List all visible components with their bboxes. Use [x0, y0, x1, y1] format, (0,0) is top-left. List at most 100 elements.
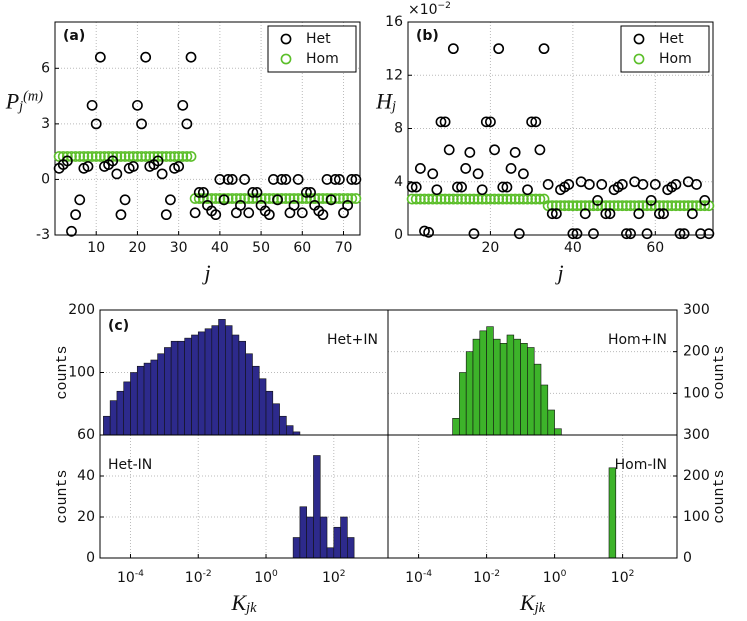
point — [140, 51, 152, 63]
point — [132, 99, 143, 111]
y-tick-label: 16 — [385, 14, 403, 30]
bar — [286, 425, 294, 436]
bar — [109, 400, 118, 436]
y-tick-label: 300 — [683, 427, 710, 443]
point — [115, 209, 127, 221]
point — [317, 193, 329, 204]
point — [621, 228, 632, 240]
point — [210, 193, 222, 204]
bar — [197, 331, 206, 436]
x-tick-label: 40 — [211, 240, 229, 256]
bar — [231, 334, 240, 436]
y-tick-label: 8 — [394, 121, 403, 137]
x-axis-label-part: j — [201, 260, 210, 285]
point — [579, 208, 591, 220]
point — [235, 199, 246, 211]
point — [136, 118, 147, 130]
point — [567, 228, 579, 240]
point — [518, 193, 529, 205]
bar — [211, 325, 219, 436]
point — [346, 174, 358, 185]
legend-marker — [633, 33, 645, 45]
point — [468, 193, 480, 205]
y-tick-label: 200 — [683, 468, 710, 484]
x-tick-label-part: 2 — [340, 569, 346, 579]
point — [497, 181, 509, 193]
bar — [116, 390, 125, 436]
point — [127, 161, 139, 172]
bar — [527, 347, 535, 436]
x-tick-label-part: 10 — [117, 570, 135, 586]
point — [342, 199, 354, 211]
x-tick-label-part: 10 — [185, 570, 203, 586]
point — [119, 151, 131, 162]
point — [588, 228, 599, 240]
point — [414, 163, 426, 174]
bar — [486, 326, 494, 436]
point — [616, 179, 628, 190]
bar — [499, 343, 508, 436]
point — [111, 168, 123, 180]
bar — [326, 547, 335, 559]
point — [522, 184, 533, 196]
point — [583, 179, 595, 190]
legend-box — [267, 25, 357, 73]
point — [423, 226, 435, 238]
point — [165, 194, 176, 206]
x-tick-label: 60 — [646, 240, 664, 256]
point — [435, 193, 447, 205]
point — [534, 144, 546, 156]
point — [123, 151, 135, 162]
y-tick-label: 0 — [683, 550, 692, 566]
y-axis-label: Hj — [375, 89, 396, 115]
bar — [547, 409, 555, 436]
y-axis-label-part: (m) — [23, 88, 43, 104]
x-axis-label-part: jk — [244, 600, 257, 616]
point — [616, 200, 628, 212]
point — [625, 200, 636, 212]
y-tick-label: 6 — [41, 60, 50, 76]
point — [169, 151, 180, 162]
axis-multiplier-part: ×10 — [408, 2, 438, 18]
point — [439, 193, 451, 205]
axes-frame — [407, 21, 714, 236]
point — [645, 194, 657, 206]
bar — [493, 338, 501, 436]
point — [542, 179, 554, 190]
point — [472, 168, 484, 180]
point — [485, 193, 496, 205]
point — [165, 151, 176, 162]
axis-multiplier-part: −2 — [438, 1, 451, 11]
point — [579, 200, 591, 212]
x-axis-label-part: K — [519, 590, 536, 615]
x-tick-label-part: 0 — [561, 569, 567, 579]
point — [427, 168, 439, 180]
x-tick-label: 10-2 — [473, 569, 500, 586]
point — [456, 193, 467, 205]
point — [90, 118, 102, 130]
point — [452, 193, 463, 205]
point — [177, 99, 189, 111]
point — [489, 193, 500, 205]
x-tick-label: 70 — [335, 240, 353, 256]
point — [301, 186, 312, 198]
annotation: Hom+IN — [608, 332, 667, 348]
y-tick-label: 100 — [68, 365, 95, 381]
point — [658, 208, 669, 220]
x-tick-label: 100 — [254, 569, 278, 586]
point — [695, 228, 707, 240]
point — [94, 151, 106, 162]
x-tick-label-part: -4 — [423, 569, 432, 579]
point — [280, 193, 292, 204]
point — [181, 151, 193, 162]
bar — [319, 516, 328, 559]
bar — [340, 516, 348, 559]
x-axis-label: Kjk — [230, 590, 257, 616]
point — [571, 228, 583, 240]
point — [427, 193, 439, 205]
point — [472, 193, 484, 205]
point — [419, 193, 430, 205]
point — [538, 43, 550, 55]
point — [263, 209, 275, 221]
